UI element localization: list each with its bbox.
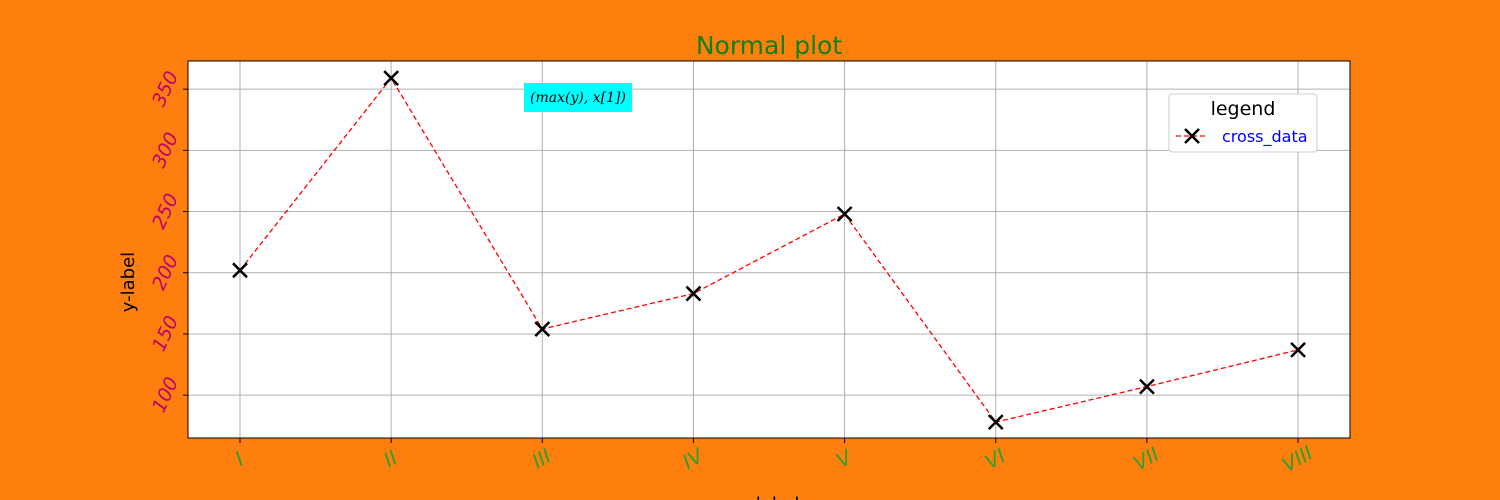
legend-marker-icon [1184, 128, 1200, 144]
series-line [239, 76, 1299, 423]
data-point-marker [1139, 378, 1155, 395]
series-markers [232, 70, 1306, 430]
legend-title: legend [1211, 98, 1276, 120]
plot-frame [187, 60, 1351, 439]
x-tick-label: VII [1129, 442, 1163, 476]
annotation: (max(y), x[1]) [524, 83, 632, 112]
y-tick-label: 300 [148, 129, 183, 171]
y-tick-label: 250 [148, 190, 183, 232]
data-point-marker [685, 285, 702, 302]
annotation-text: (max(y), x[1]) [530, 90, 626, 106]
y-tick-label: 150 [148, 313, 183, 355]
y-tick-label: 200 [148, 251, 183, 293]
x-tick-label: II [379, 445, 401, 472]
x-tick-label: VIII [1278, 440, 1317, 477]
x-tick-label: III [528, 444, 555, 474]
chart-title: Normal plot [696, 31, 843, 60]
x-tick-label: IV [678, 443, 708, 474]
y-tick-label: 350 [148, 68, 183, 110]
series-line-path [239, 76, 1299, 423]
x-axis-label: x-label [739, 494, 800, 500]
plot-area [188, 61, 1350, 438]
x-tick-label: VI [981, 443, 1010, 474]
legend-box [1168, 93, 1318, 153]
data-point-marker [836, 206, 853, 222]
y-axis-label: y-label [118, 252, 139, 312]
data-point-marker [987, 414, 1004, 430]
data-point-marker [1290, 341, 1306, 358]
y-ticks: 100 150 200 250 300 350 [148, 68, 188, 416]
x-tick-label: I [231, 447, 248, 471]
data-point-marker [232, 262, 248, 279]
annotation-box [524, 83, 632, 112]
data-point-marker [383, 70, 400, 87]
legend-entry-label: cross_data [1222, 127, 1308, 147]
y-tick-label: 100 [148, 374, 183, 416]
x-tick-label: V [832, 444, 857, 472]
x-ticks: I II III IV V VI VII VIII [231, 438, 1317, 477]
data-point-marker [534, 321, 551, 337]
legend: legend cross_data [1168, 93, 1318, 153]
